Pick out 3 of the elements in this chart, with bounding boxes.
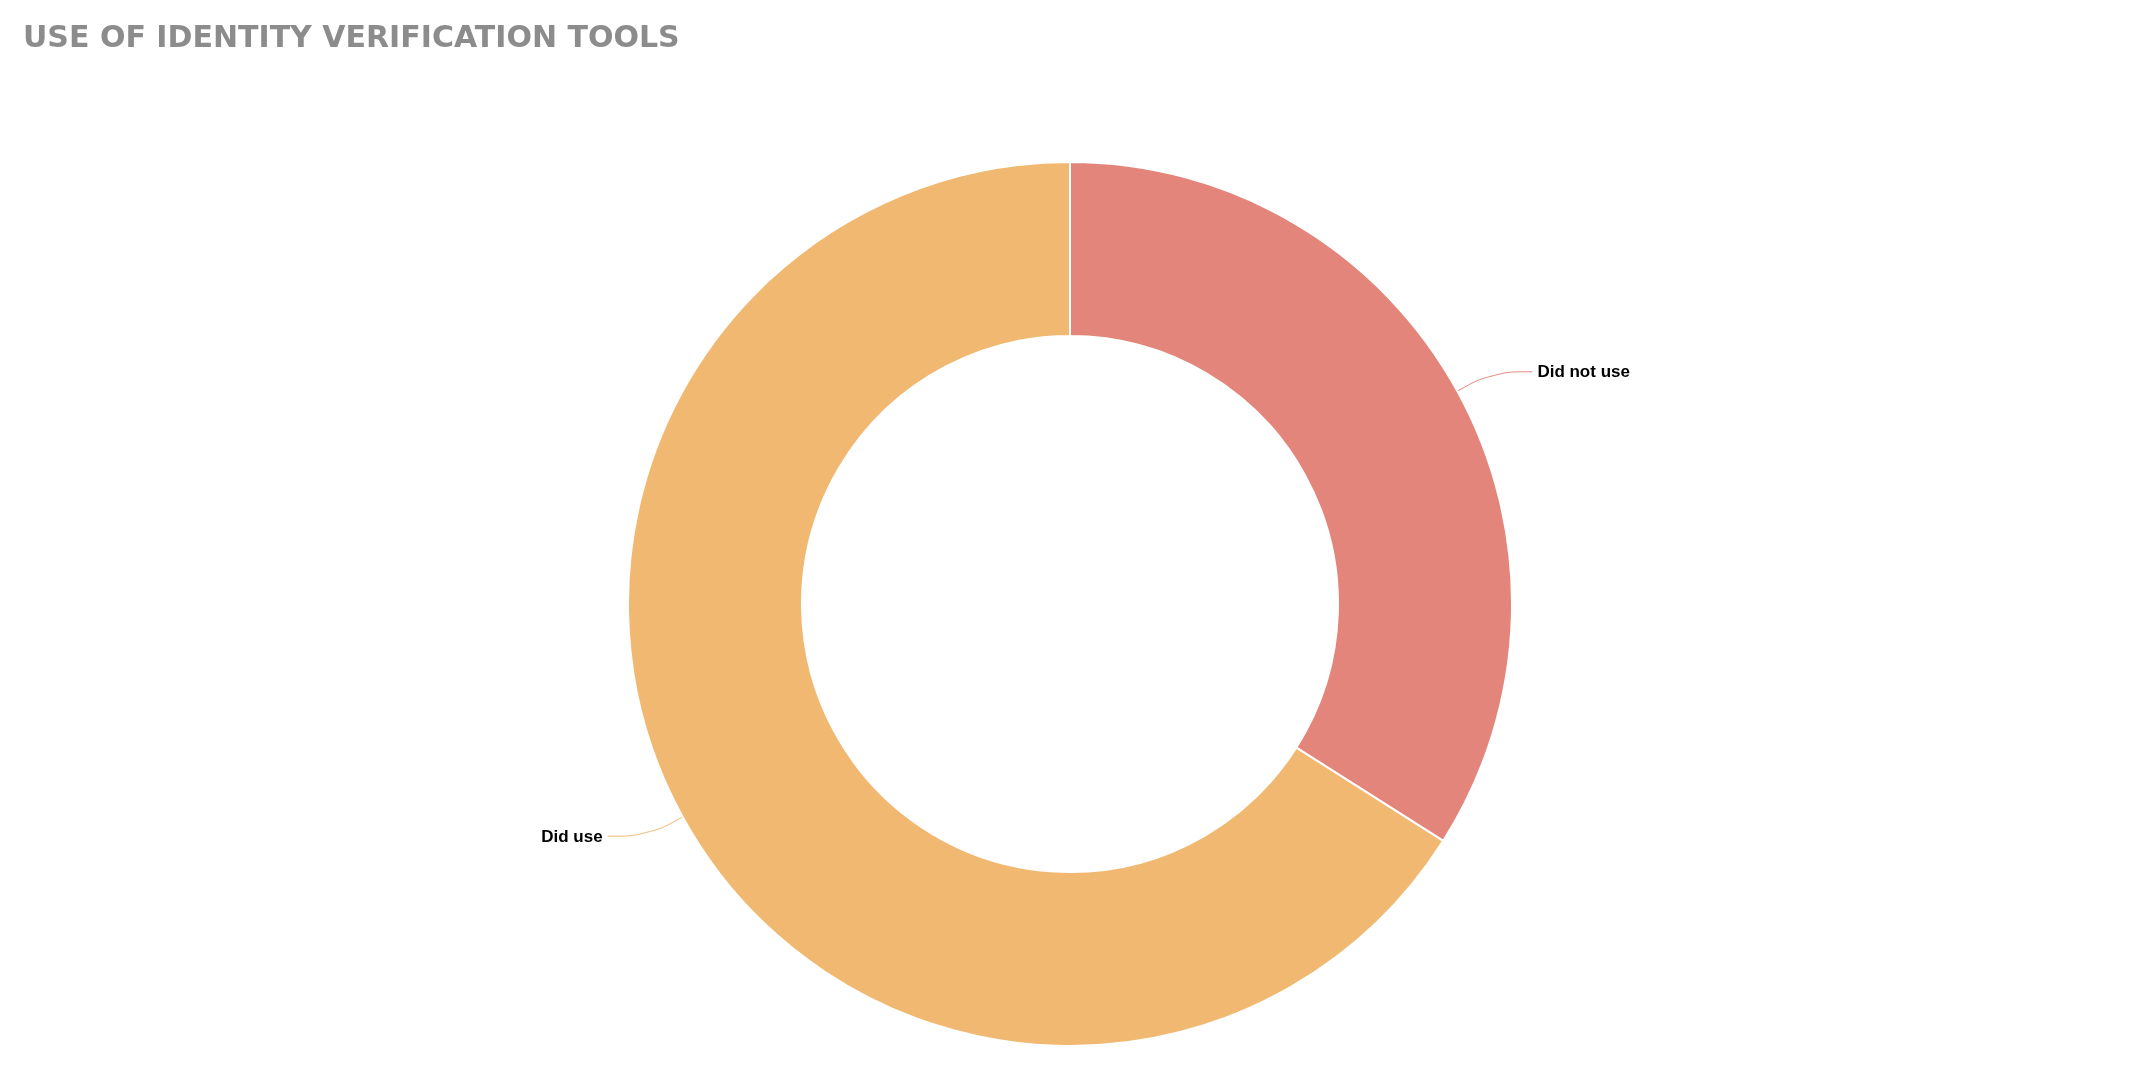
chart-title: USE OF IDENTITY VERIFICATION TOOLS (23, 18, 680, 54)
slice-label: Did use (541, 826, 603, 846)
slice-label: Did not use (1537, 362, 1630, 382)
